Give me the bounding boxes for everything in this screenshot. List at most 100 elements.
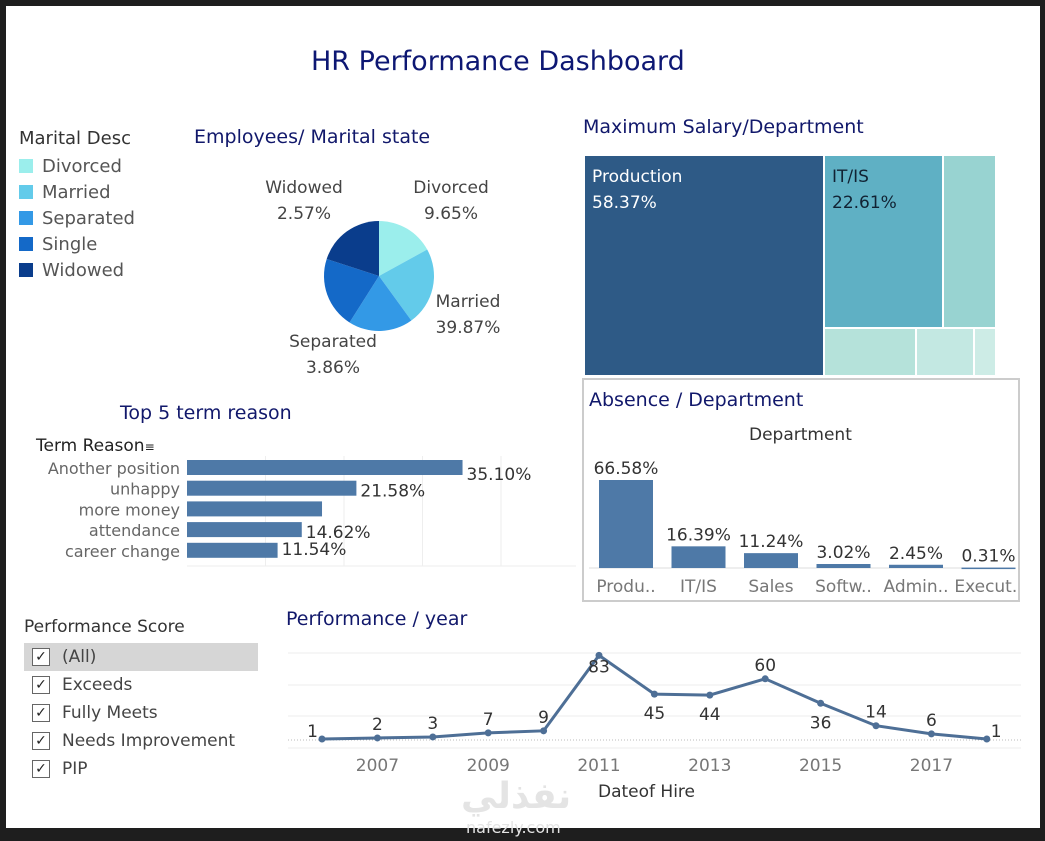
legend-item[interactable]: Single bbox=[19, 231, 135, 257]
term-bar bbox=[187, 542, 278, 558]
term-value-label: 21.58% bbox=[360, 482, 425, 502]
line-value-label: 14 bbox=[865, 703, 887, 723]
pie-label-value: 9.65% bbox=[424, 204, 478, 224]
filter-title: Performance Score bbox=[24, 617, 185, 637]
legend-swatch bbox=[19, 237, 33, 251]
term-bar bbox=[187, 480, 357, 496]
pie-title: Employees/ Marital state bbox=[194, 126, 431, 148]
term-value-label: 35.10% bbox=[467, 465, 532, 485]
watermark-url: nafezly.com bbox=[466, 818, 561, 837]
checkbox[interactable]: ✓ bbox=[32, 704, 50, 722]
term-value-label: 14.62% bbox=[306, 523, 371, 543]
line-point bbox=[484, 729, 492, 737]
checkbox[interactable]: ✓ bbox=[32, 760, 50, 778]
x-tick-label: 2011 bbox=[577, 756, 620, 776]
absence-value-label: 2.45% bbox=[889, 544, 943, 564]
x-tick-label: 2015 bbox=[799, 756, 842, 776]
treemap-title: Maximum Salary/Department bbox=[583, 116, 864, 138]
line-point bbox=[706, 691, 714, 699]
absence-value-label: 11.24% bbox=[739, 532, 804, 552]
pie-slice-single bbox=[324, 259, 379, 323]
treemap-value: 22.61% bbox=[832, 193, 897, 213]
legend-item[interactable]: Divorced bbox=[19, 153, 135, 179]
pie-slice-married bbox=[379, 249, 434, 321]
legend-swatch bbox=[19, 211, 33, 225]
line-value-label: 36 bbox=[810, 713, 832, 733]
legend-item[interactable]: Widowed bbox=[19, 257, 135, 283]
line-value-label: 45 bbox=[644, 704, 666, 724]
absence-axis-header: Department bbox=[749, 425, 852, 445]
absence-bar bbox=[816, 564, 871, 568]
watermark-logo: نفذلي bbox=[461, 776, 572, 817]
treemap-label: Production bbox=[592, 167, 683, 187]
line-value-label: 2 bbox=[372, 715, 383, 735]
legend-label: Widowed bbox=[42, 259, 125, 281]
absence-bar bbox=[889, 564, 943, 568]
legend-swatch bbox=[19, 185, 33, 199]
legend-item[interactable]: Married bbox=[19, 179, 135, 205]
x-tick-label: 2013 bbox=[688, 756, 731, 776]
line-point bbox=[817, 699, 825, 707]
checkbox[interactable]: ✓ bbox=[32, 732, 50, 750]
line-value-label: 3 bbox=[427, 714, 438, 734]
filter-option[interactable]: ✓ Exceeds bbox=[24, 671, 258, 699]
line-value-label: 44 bbox=[699, 705, 721, 725]
line-x-axis-label: Dateof Hire bbox=[598, 782, 696, 802]
checkbox[interactable]: ✓ bbox=[32, 648, 50, 666]
pie-label-category: Married bbox=[436, 292, 501, 312]
pie-slice-widowed bbox=[326, 221, 379, 276]
absence-title: Absence / Department bbox=[589, 389, 804, 411]
term-category-label: attendance bbox=[89, 521, 180, 540]
x-tick-label: 2017 bbox=[910, 756, 953, 776]
treemap-cell[interactable] bbox=[916, 328, 974, 376]
term-bar bbox=[187, 522, 302, 538]
legend-item[interactable]: Separated bbox=[19, 205, 135, 231]
pie-label-value: 3.86% bbox=[306, 358, 360, 378]
filter-option[interactable]: ✓ Fully Meets bbox=[24, 699, 258, 727]
absence-bar bbox=[961, 567, 1016, 570]
absence-value-label: 66.58% bbox=[594, 459, 659, 479]
dashboard: HR Performance Dashboard Marital Desc Di… bbox=[6, 6, 1040, 837]
line-point bbox=[983, 735, 991, 743]
treemap-cell-production[interactable]: Production 58.37% bbox=[584, 155, 824, 376]
marital-pie-chart: Divorced 9.65% Married 39.87% Separated 3.86%… bbox=[265, 178, 501, 378]
marital-legend: Marital Desc Divorced Married Separated Sin… bbox=[19, 128, 135, 283]
pie-label-category: Widowed bbox=[265, 178, 343, 198]
filter-option[interactable]: ✓ (All) bbox=[24, 643, 258, 671]
performance-line-chart: 1 2 3 7 9 83 45 44 60 36 14 6 1 2007 2009 2011 2013 2015 2… bbox=[288, 651, 1021, 776]
filter-option-label: PIP bbox=[62, 759, 88, 779]
line-point bbox=[318, 735, 326, 743]
filter-option[interactable]: ✓ Needs Improvement bbox=[24, 727, 258, 755]
treemap-cell[interactable] bbox=[974, 328, 996, 376]
absence-bar bbox=[671, 546, 726, 568]
pie-label-category: Divorced bbox=[413, 178, 489, 198]
treemap-cell-it-is[interactable]: IT/IS 22.61% bbox=[824, 155, 943, 328]
term-axis-header-text: Term Reason bbox=[36, 436, 145, 456]
line-value-label: 1 bbox=[307, 722, 318, 742]
checkbox[interactable]: ✓ bbox=[32, 676, 50, 694]
treemap-value: 58.37% bbox=[592, 193, 657, 213]
term-bar bbox=[187, 501, 323, 517]
line-point bbox=[429, 733, 437, 741]
x-tick-label: 2007 bbox=[356, 756, 399, 776]
dashboard-title: HR Performance Dashboard bbox=[311, 46, 685, 77]
absence-bar bbox=[744, 553, 798, 568]
treemap-cell[interactable] bbox=[943, 155, 996, 328]
treemap-cell[interactable] bbox=[824, 328, 916, 376]
legend-label: Separated bbox=[42, 207, 135, 229]
filter-option-label: (All) bbox=[62, 647, 97, 667]
line-point bbox=[373, 734, 381, 742]
line-value-label: 6 bbox=[926, 711, 937, 731]
absence-value-label: 16.39% bbox=[666, 525, 731, 545]
line-point bbox=[927, 730, 935, 738]
legend-title: Marital Desc bbox=[19, 128, 131, 149]
term-title: Top 5 term reason bbox=[120, 402, 292, 424]
line-point bbox=[650, 690, 658, 698]
line-value-label: 7 bbox=[483, 710, 494, 730]
sort-icon[interactable]: ≡ bbox=[144, 440, 155, 454]
line-point bbox=[595, 651, 603, 659]
treemap-label: IT/IS bbox=[832, 167, 869, 187]
filter-option-label: Fully Meets bbox=[62, 703, 158, 723]
absence-panel bbox=[582, 378, 1020, 602]
filter-option[interactable]: ✓ PIP bbox=[24, 755, 258, 783]
